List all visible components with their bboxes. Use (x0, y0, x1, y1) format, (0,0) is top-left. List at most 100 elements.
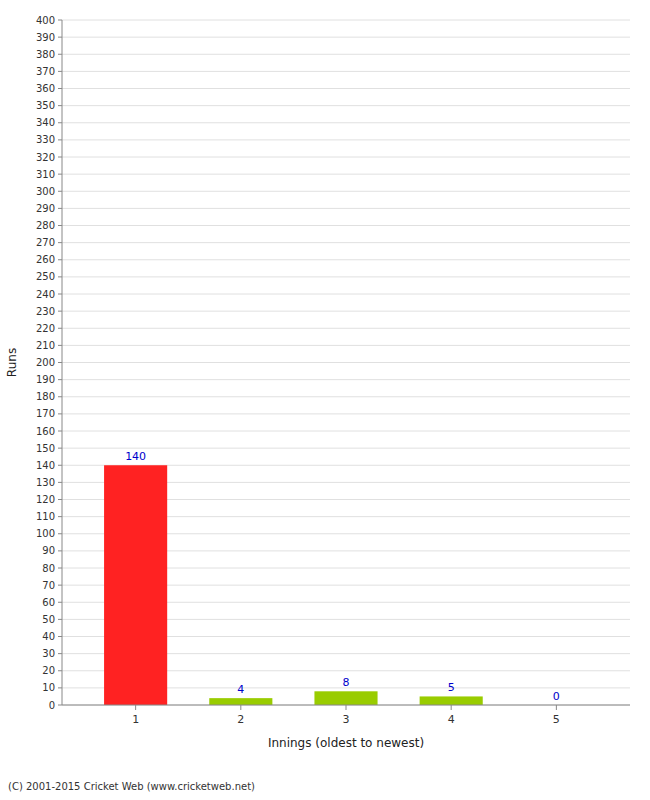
y-tick-label: 230 (36, 306, 55, 317)
y-tick (58, 157, 62, 158)
y-tick-label: 140 (36, 460, 55, 471)
y-tick-label: 70 (42, 580, 55, 591)
y-tick (58, 20, 62, 21)
grid-line (62, 276, 630, 277)
y-tick-label: 400 (36, 15, 55, 26)
y-tick (58, 328, 62, 329)
y-tick (58, 465, 62, 466)
y-tick (58, 88, 62, 89)
x-tick (451, 705, 452, 710)
x-tick-label: 3 (343, 713, 350, 726)
data-label: 140 (125, 450, 146, 463)
y-tick-label: 320 (36, 152, 55, 163)
grid-line (62, 242, 630, 243)
grid-line (62, 105, 630, 106)
grid-line (62, 174, 630, 175)
y-tick (58, 482, 62, 483)
grid-line (62, 191, 630, 192)
y-tick (58, 294, 62, 295)
y-tick-label: 350 (36, 100, 55, 111)
y-tick-label: 40 (42, 631, 55, 642)
grid-line (62, 396, 630, 397)
x-axis: 12345 (132, 705, 560, 726)
bar (104, 465, 167, 705)
y-tick-label: 260 (36, 254, 55, 265)
x-tick-label: 4 (448, 713, 455, 726)
y-tick-label: 110 (36, 511, 55, 522)
x-tick (240, 705, 241, 710)
x-tick-label: 2 (237, 713, 244, 726)
y-tick-label: 340 (36, 117, 55, 128)
y-tick (58, 687, 62, 688)
grid-line (62, 122, 630, 123)
y-tick (58, 259, 62, 260)
grid-line (62, 431, 630, 432)
bar (314, 691, 377, 705)
y-tick (58, 379, 62, 380)
data-labels: 1404850 (125, 450, 560, 703)
grid-line (62, 259, 630, 260)
y-tick (58, 431, 62, 432)
y-tick-label: 100 (36, 528, 55, 539)
grid-line (62, 328, 630, 329)
grid-line (62, 311, 630, 312)
y-tick (58, 242, 62, 243)
y-tick-label: 390 (36, 32, 55, 43)
y-tick-label: 0 (49, 700, 55, 711)
y-tick-label: 120 (36, 494, 55, 505)
y-tick (58, 276, 62, 277)
y-tick-label: 170 (36, 408, 55, 419)
x-tick (135, 705, 136, 710)
y-tick (58, 362, 62, 363)
y-tick (58, 174, 62, 175)
y-tick-label: 270 (36, 237, 55, 248)
grid-line (62, 345, 630, 346)
data-label: 4 (237, 683, 244, 696)
chart: 0102030405060708090100110120130140150160… (0, 0, 650, 800)
y-tick-label: 30 (42, 648, 55, 659)
y-tick-label: 220 (36, 323, 55, 334)
y-tick-label: 280 (36, 220, 55, 231)
bar (209, 698, 272, 705)
y-tick-label: 300 (36, 186, 55, 197)
y-tick-label: 160 (36, 426, 55, 437)
grid-line (62, 208, 630, 209)
y-tick (58, 533, 62, 534)
y-axis-label: Runs (5, 348, 19, 377)
y-tick (58, 345, 62, 346)
y-tick (58, 71, 62, 72)
y-tick (58, 670, 62, 671)
y-tick (58, 499, 62, 500)
y-tick (58, 585, 62, 586)
y-tick (58, 122, 62, 123)
y-tick (58, 105, 62, 106)
grid-line (62, 54, 630, 55)
y-tick-label: 80 (42, 563, 55, 574)
x-axis-label: Innings (oldest to newest) (268, 736, 424, 750)
y-tick (58, 208, 62, 209)
y-tick-label: 370 (36, 66, 55, 77)
x-tick-label: 1 (132, 713, 139, 726)
y-tick (58, 139, 62, 140)
y-tick-label: 250 (36, 271, 55, 282)
y-tick-label: 190 (36, 374, 55, 385)
y-tick-label: 150 (36, 443, 55, 454)
grid-line (62, 139, 630, 140)
y-tick (58, 413, 62, 414)
y-tick (58, 225, 62, 226)
y-tick (58, 516, 62, 517)
y-tick-label: 290 (36, 203, 55, 214)
grid-line (62, 20, 630, 21)
y-tick (58, 191, 62, 192)
grid-line (62, 88, 630, 89)
y-tick (58, 311, 62, 312)
grid-line (62, 157, 630, 158)
y-tick (58, 568, 62, 569)
y-tick (58, 550, 62, 551)
y-tick (58, 396, 62, 397)
y-tick-label: 10 (42, 682, 55, 693)
y-tick-label: 90 (42, 545, 55, 556)
grid-line (62, 448, 630, 449)
y-tick-label: 60 (42, 597, 55, 608)
grid (62, 20, 630, 705)
